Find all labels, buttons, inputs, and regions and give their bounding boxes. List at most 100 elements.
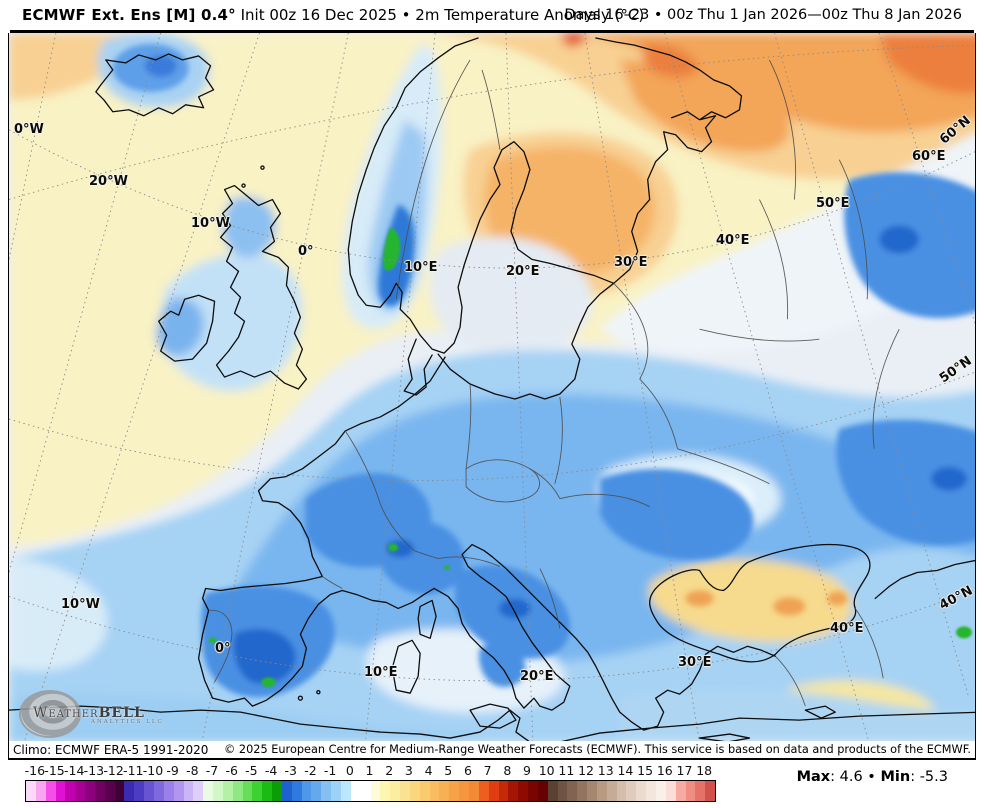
colorbar-cell	[75, 781, 86, 801]
borders-layer	[208, 59, 900, 707]
colorbar-cell	[380, 781, 391, 801]
geo-label: 60°E	[912, 149, 946, 164]
colorbar-cell	[331, 781, 341, 801]
colorbar-tick: -10	[142, 763, 164, 778]
colorbar-tick: 6	[463, 763, 472, 778]
anomaly-core-layer	[112, 43, 975, 698]
colorbar-tick: 7	[483, 763, 492, 778]
colorbar-tick: 8	[503, 763, 512, 778]
colorbar-cell	[134, 781, 145, 801]
colorbar-cell	[685, 781, 696, 801]
colorbar-cell	[567, 781, 578, 801]
graticule-layer	[9, 33, 975, 744]
min-label: Min	[880, 769, 911, 785]
valid-period: Days 16–23 • 00z Thu 1 Jan 2026—00z Thu …	[564, 7, 962, 23]
colorbar-cell	[419, 781, 430, 801]
colorbar-cell	[409, 781, 420, 801]
colorbar-tick: 3	[404, 763, 413, 778]
colorbar-cell	[656, 781, 666, 801]
colorbar-tick: 10	[538, 763, 555, 778]
colorbar-cell	[449, 781, 460, 801]
colorbar-cell	[173, 781, 184, 801]
colorbar-cell	[114, 781, 125, 801]
colorbar-cell	[104, 781, 115, 801]
attribution-strip: Climo: ECMWF ERA-5 1991-2020 © 2025 Euro…	[9, 741, 975, 758]
colorbar-cell	[360, 781, 371, 801]
geo-label: 0°W	[14, 122, 44, 137]
colorbar-cell	[26, 781, 36, 801]
colorbar-tick: 1	[365, 763, 374, 778]
colorbar-tick: 17	[676, 763, 693, 778]
colorbar-tick: -8	[186, 763, 199, 778]
colorbar-cell	[291, 781, 302, 801]
colorbar-ticks: -16 -15 -14 -13 -12 -11 -10 -9 -8 -7 -6 -5 -4 -3 -2 -1 0…	[25, 763, 714, 778]
colorbar-cell	[242, 781, 253, 801]
colorbar-cell	[547, 781, 558, 801]
colorbar-tick: 2	[385, 763, 394, 778]
colorbar-cell	[537, 781, 548, 801]
colorbar-cell	[488, 781, 499, 801]
colorbar-cell	[35, 781, 46, 801]
colorbar-cell	[665, 781, 676, 801]
title-variable: Init 00z 16 Dec 2025 • 2m Temperature An…	[235, 6, 645, 24]
colorbar-cell	[222, 781, 233, 801]
colorbar-cell	[390, 781, 401, 801]
colorbar-tick: 0	[345, 763, 354, 778]
colorbar-cell	[144, 781, 154, 801]
colorbar-tick: -5	[245, 763, 258, 778]
colorbar-cell	[301, 781, 312, 801]
colorbar-cell	[55, 781, 66, 801]
colorbar-cell	[262, 781, 273, 801]
colorbar-tick: 5	[444, 763, 453, 778]
colorbar-tick: 16	[656, 763, 673, 778]
colorbar-cell	[646, 781, 656, 801]
colorbar-cell	[183, 781, 194, 801]
geo-label: 40°E	[830, 621, 864, 636]
colorbar-cell	[636, 781, 647, 801]
colorbar-tick: -7	[205, 763, 219, 778]
colorbar-cell	[321, 781, 332, 801]
geo-label: 10°W	[191, 216, 230, 231]
colorbar-cell	[557, 781, 568, 801]
colorbar-cell	[478, 781, 489, 801]
map-title: ECMWF Ext. Ens [M] 0.4° Init 00z 16 Dec …	[22, 6, 644, 24]
climo-note: Climo: ECMWF ERA-5 1991-2020	[13, 742, 209, 757]
weatherbell-sub: ANALYTICS LLC	[91, 719, 164, 725]
anomaly-green-spots	[208, 227, 973, 688]
colorbar-tick: 11	[558, 763, 575, 778]
colorbar-cell	[439, 781, 450, 801]
colorbar-tick: -9	[166, 763, 179, 778]
geo-label: 50°E	[816, 196, 850, 211]
colorbar-tick: 15	[637, 763, 654, 778]
colorbar-cell	[528, 781, 538, 801]
colorbar-cell	[281, 781, 292, 801]
geo-label: 10°E	[364, 665, 398, 680]
colorbar-tick: -4	[264, 763, 278, 778]
colorbar-cell	[508, 781, 519, 801]
colorbar-tick: 14	[617, 763, 634, 778]
geo-label: 30°E	[614, 255, 648, 270]
colorbar-cell	[587, 781, 597, 801]
geo-label: 30°E	[678, 655, 712, 670]
colorbar-cell	[213, 781, 223, 801]
model-name: ECMWF Ext. Ens [M] 0.4°	[22, 6, 236, 24]
colorbar-cell	[272, 781, 282, 801]
colorbar-cell	[695, 781, 706, 801]
colorbar-tick: -6	[225, 763, 238, 778]
colorbar-cell	[468, 781, 479, 801]
colorbar-cell	[203, 781, 214, 801]
geo-label: 40°E	[716, 233, 750, 248]
geo-label: 10°E	[404, 260, 438, 275]
weatherbell-logo: WeatherBELL ANALYTICS LLC	[15, 688, 205, 738]
anomaly-map: 0°W 20°W 10°W 0° 10°E 20°E 30°E 40°E 50°E 60°E 60°…	[8, 33, 976, 760]
max-label: Max	[796, 769, 831, 785]
colorbar-cell	[616, 781, 627, 801]
colorbar-cell	[429, 781, 440, 801]
colorbar-cell	[705, 781, 716, 801]
colorbar-cell	[311, 781, 322, 801]
colorbar-tick: 13	[597, 763, 614, 778]
colorbar-cell	[94, 781, 105, 801]
coastlines-layer	[9, 37, 975, 743]
map-svg	[9, 33, 975, 758]
colorbar-cell	[675, 781, 686, 801]
